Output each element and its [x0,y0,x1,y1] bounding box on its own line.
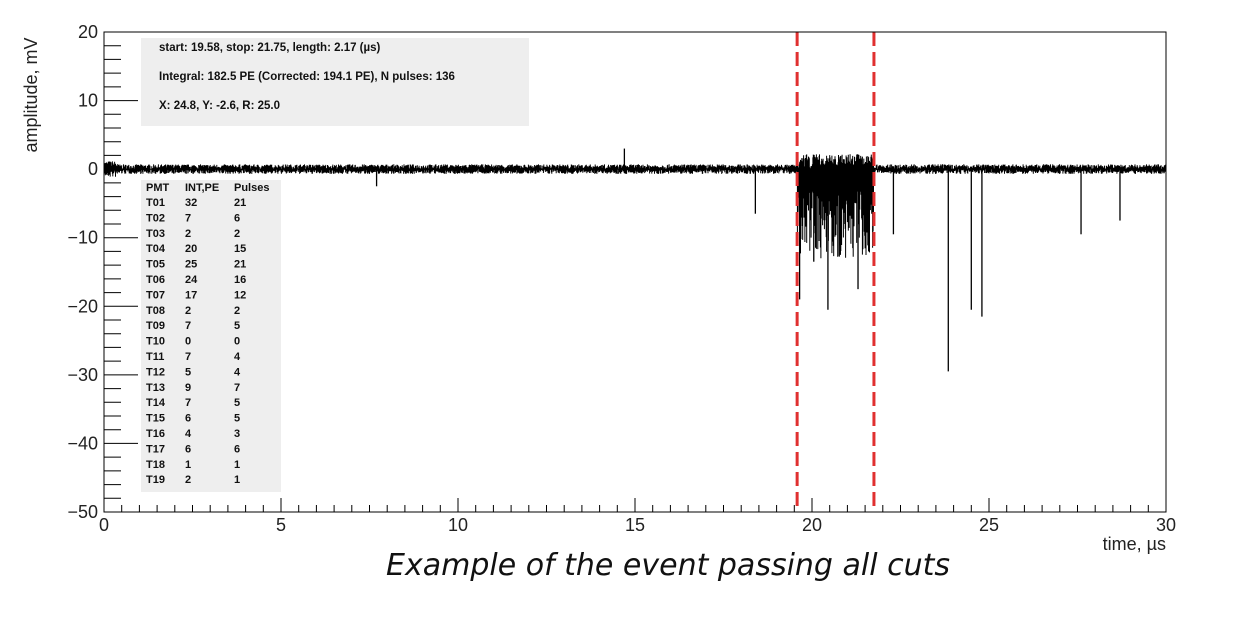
pmt-table-cell: 1 [234,474,240,486]
pmt-table-cell: T16 [146,428,165,440]
pmt-table-cell: 4 [185,428,192,440]
pmt-table-cell: T15 [146,413,165,425]
pmt-table-cell: 2 [234,305,240,317]
y-tick-label: 0 [88,159,98,179]
pmt-table-cell: T09 [146,320,165,332]
pmt-table-cell: 20 [185,243,197,255]
pmt-table-cell: 0 [185,336,191,348]
pmt-table-cell: 17 [185,289,197,301]
pmt-table-cell: T19 [146,474,165,486]
pmt-table-cell: 21 [234,197,246,209]
x-tick-label: 10 [448,515,468,535]
pmt-table-cell: T03 [146,228,165,240]
pmt-table-cell: 16 [234,274,246,286]
pmt-table-cell: 0 [234,336,240,348]
pmt-table-cell: T05 [146,259,165,271]
pmt-table-cell: T06 [146,274,165,286]
pmt-table-cell: 32 [185,197,197,209]
pmt-table-cell: 2 [185,474,191,486]
pmt-table-cell: 5 [234,397,240,409]
pmt-table-header: PMT [146,182,170,194]
pmt-table [141,180,281,492]
pmt-table-cell: T13 [146,382,165,394]
x-tick-label: 15 [625,515,645,535]
pmt-table-cell: T12 [146,366,165,378]
y-tick-label: 10 [78,91,98,111]
pmt-table-cell: 1 [234,459,240,471]
pmt-table-cell: 3 [234,428,240,440]
pmt-table-cell: 24 [185,274,198,286]
pmt-table-cell: 2 [185,305,191,317]
y-tick-label: −40 [67,433,98,453]
pmt-table-cell: 7 [234,382,240,394]
y-axis-label: amplitude, mV [21,37,41,152]
y-tick-label: −10 [67,228,98,248]
pmt-table-header: INT,PE [185,182,219,194]
pmt-table-cell: 25 [185,259,197,271]
x-tick-label: 20 [802,515,822,535]
pmt-table-cell: T04 [146,243,166,255]
y-tick-label: −50 [67,502,98,522]
pmt-table-cell: 12 [234,289,246,301]
stats-line: X: 24.8, Y: -2.6, R: 25.0 [159,100,280,112]
pmt-table-cell: 21 [234,259,246,271]
pmt-table-cell: T14 [146,397,166,409]
pmt-table-cell: T01 [146,197,165,209]
pmt-table-cell: T17 [146,443,165,455]
pmt-table-cell: 7 [185,212,191,224]
y-tick-label: −30 [67,365,98,385]
pmt-table-cell: 7 [185,397,191,409]
x-tick-label: 5 [276,515,286,535]
pmt-table-cell: 4 [234,366,241,378]
pmt-table-cell: T11 [146,351,164,363]
pmt-table-cell: 2 [185,228,191,240]
x-tick-label: 25 [979,515,999,535]
x-tick-label: 30 [1156,515,1176,535]
stats-line: Integral: 182.5 PE (Corrected: 194.1 PE)… [159,71,455,83]
y-tick-label: −20 [67,296,98,316]
y-tick-label: 20 [78,22,98,42]
x-tick-label: 0 [99,515,109,535]
pmt-table-cell: 7 [185,351,191,363]
pmt-table-cell: T18 [146,459,165,471]
waveform-series [103,148,1167,372]
pmt-table-cell: T10 [146,336,165,348]
pmt-table-cell: 4 [234,351,241,363]
pmt-table-cell: 6 [234,212,240,224]
pmt-table-cell: 5 [234,320,240,332]
pmt-table-cell: 15 [234,243,246,255]
pmt-table-cell: T07 [146,289,165,301]
pmt-table-cell: 5 [185,366,191,378]
pmt-table-cell: 7 [185,320,191,332]
pmt-table-cell: 9 [185,382,191,394]
pmt-table-cell: 5 [234,413,240,425]
stats-line: start: 19.58, stop: 21.75, length: 2.17 … [159,42,381,54]
pmt-table-cell: 6 [234,443,240,455]
x-axis-label: time, µs [1103,534,1166,554]
pmt-table-cell: 6 [185,443,191,455]
pmt-table-cell: T02 [146,212,165,224]
figure-caption: Example of the event passing all cuts [386,548,950,583]
pmt-table-cell: 2 [234,228,240,240]
pmt-table-cell: 6 [185,413,191,425]
pmt-table-cell: 1 [185,459,191,471]
stats-box [141,38,529,126]
pmt-table-header: Pulses [234,182,269,194]
pmt-table-cell: T08 [146,305,165,317]
